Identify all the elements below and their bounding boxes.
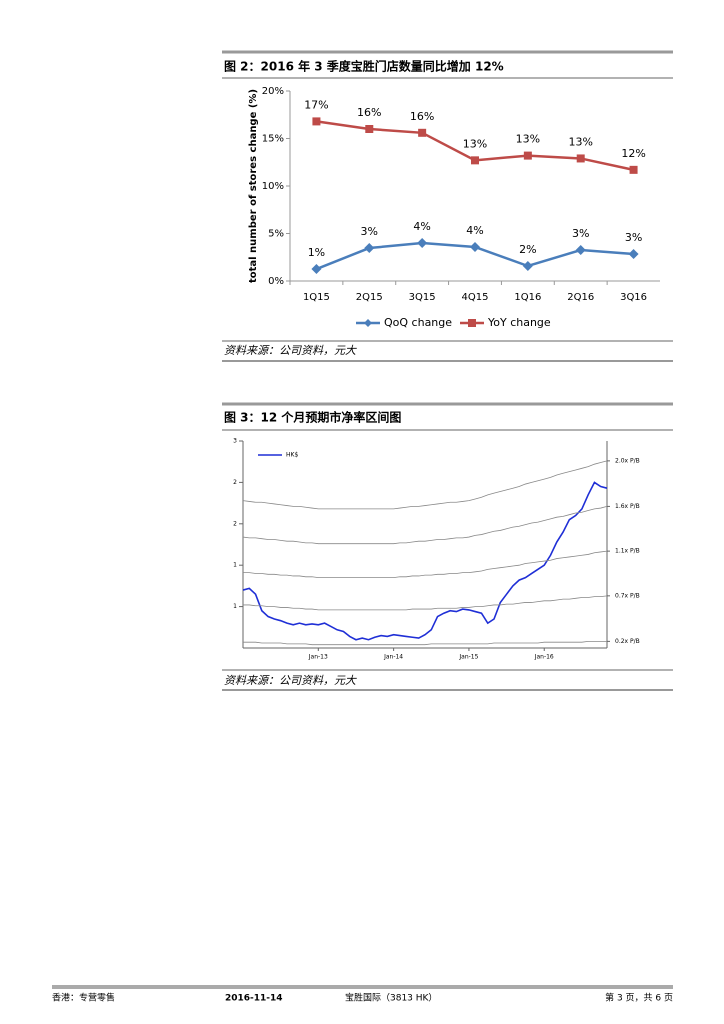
y-tick-label: 0% [268, 276, 284, 287]
legend-label: YoY change [487, 316, 551, 329]
data-label: 2% [519, 243, 536, 256]
y-tick-label: 3 [233, 438, 237, 445]
y-tick-label: 1 [233, 562, 237, 569]
marker [575, 245, 586, 256]
x-tick-label: 3Q16 [620, 292, 647, 303]
marker [471, 156, 479, 165]
y-tick-label: 2 [233, 520, 237, 527]
data-label: 3% [361, 225, 378, 238]
data-label: 4% [466, 224, 483, 237]
footer-page: 第 3 页，共 6 页 [605, 992, 673, 1004]
data-label: 16% [357, 106, 381, 119]
marker [522, 260, 533, 271]
marker [628, 249, 639, 260]
series-line [243, 595, 608, 611]
marker [629, 165, 638, 174]
legend-marker [364, 319, 372, 327]
end-label: 2.0x P/B [615, 457, 640, 464]
marker [470, 241, 480, 252]
series-line [242, 506, 608, 545]
source-note: 资料来源：公司资料，元大 [224, 344, 357, 357]
x-tick-label: 1Q15 [303, 292, 330, 303]
marker [576, 154, 585, 163]
marker [312, 117, 321, 126]
x-tick-label: 2Q16 [567, 292, 594, 303]
y-tick-label: 15% [262, 134, 284, 145]
series-line [243, 640, 607, 646]
y-tick-label: 1 [233, 603, 237, 610]
legend-label: QoQ change [384, 316, 452, 329]
y-tick-label: 20% [262, 86, 284, 97]
chart-title: 图 2：2016 年 3 季度宝胜门店数量同比增加 12% [224, 59, 504, 74]
x-tick-label: 1Q16 [514, 292, 541, 303]
x-tick-label: Jan-13 [308, 654, 328, 661]
marker [418, 128, 427, 137]
source-note: 资料来源：公司资料，元大 [224, 674, 357, 687]
end-label: 0.7x P/B [615, 592, 640, 599]
y-tick-label: 10% [262, 181, 284, 192]
data-label: 3% [625, 231, 642, 244]
y-tick-label: 2 [233, 479, 237, 486]
data-label: 4% [413, 220, 430, 233]
legend-label: HK$ [286, 452, 298, 459]
chart-title: 图 3：12 个月预期市净率区间图 [224, 410, 401, 425]
footer-company: 宝胜国际（3813 HK） [345, 992, 437, 1004]
data-label: 13% [516, 133, 540, 146]
x-tick-label: 4Q15 [462, 292, 489, 303]
marker [311, 264, 322, 275]
y-axis-label: total number of stores change (%) [248, 89, 259, 283]
marker [364, 243, 375, 254]
footer-date: 2016-11-14 [225, 994, 283, 1004]
marker [523, 151, 532, 160]
series-line [242, 481, 608, 641]
data-label: 16% [410, 110, 434, 123]
legend-marker [468, 319, 476, 327]
x-tick-label: Jan-16 [534, 654, 554, 661]
series-line [243, 550, 608, 579]
x-tick-label: 2Q15 [356, 292, 383, 303]
x-tick-label: 3Q15 [409, 292, 436, 303]
end-label: 0.2x P/B [615, 638, 640, 645]
x-tick-label: Jan-14 [383, 654, 403, 661]
footer-sector: 香港：专营零售 [52, 992, 115, 1004]
data-label: 13% [568, 135, 592, 148]
data-label: 17% [304, 98, 328, 111]
series-line [242, 460, 608, 510]
marker [417, 238, 428, 248]
marker [365, 125, 374, 133]
x-tick-label: Jan-15 [458, 654, 478, 661]
end-label: 1.1x P/B [615, 548, 640, 555]
data-label: 13% [463, 137, 487, 150]
data-label: 1% [308, 246, 325, 259]
data-label: 3% [572, 227, 589, 240]
y-tick-label: 5% [268, 229, 284, 240]
end-label: 1.6x P/B [615, 503, 640, 510]
data-label: 12% [621, 147, 645, 160]
